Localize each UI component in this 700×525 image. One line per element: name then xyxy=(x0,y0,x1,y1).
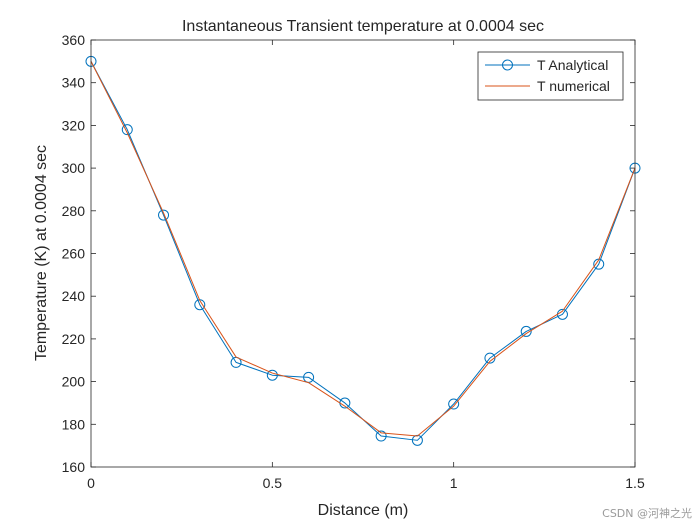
data-point xyxy=(158,209,170,221)
data-point xyxy=(520,325,532,337)
x-axis-label: Distance (m) xyxy=(318,502,409,519)
x-tick-label: 1.5 xyxy=(625,475,645,491)
legend-box xyxy=(477,51,624,101)
y-tick-label: 300 xyxy=(62,160,86,176)
data-point xyxy=(266,369,278,381)
chart-title: Instantaneous Transient temperature at 0… xyxy=(182,18,544,35)
data-point xyxy=(121,124,133,136)
x-tick-label: 1 xyxy=(450,475,458,491)
y-tick-label: 340 xyxy=(62,75,86,91)
y-tick-label: 360 xyxy=(62,32,86,48)
plot-area xyxy=(91,40,635,467)
y-tick-label: 220 xyxy=(62,331,86,347)
series-layer xyxy=(85,55,641,446)
y-axis-label: Temperature (K) at 0.0004 sec xyxy=(33,145,50,361)
legend-label-numerical: T numerical xyxy=(537,78,610,94)
x-tick-label: 0.5 xyxy=(263,475,283,491)
tick-labels: 0 0.5 1 1.5 160 180 200 220 240 260 280 300 320 340 36… xyxy=(62,32,645,491)
legend: T Analytical T numerical xyxy=(477,51,624,101)
y-tick-label: 240 xyxy=(62,288,86,304)
y-tick-label: 260 xyxy=(62,246,86,262)
series-line-numerical xyxy=(90,61,636,437)
y-tick-label: 280 xyxy=(62,203,86,219)
data-point xyxy=(448,398,460,410)
y-tick-label: 160 xyxy=(62,459,86,475)
legend-label-analytical: T Analytical xyxy=(537,57,608,73)
watermark: CSDN @河神之光 xyxy=(602,507,692,520)
y-tick-label: 200 xyxy=(62,374,86,390)
legend-marker-analytical xyxy=(502,59,513,71)
y-tick-label: 320 xyxy=(62,117,86,133)
data-point xyxy=(411,434,423,446)
plot-frame xyxy=(90,39,636,468)
data-point xyxy=(375,430,387,442)
y-tick-label: 180 xyxy=(62,416,86,432)
x-tick-label: 0 xyxy=(87,475,95,491)
